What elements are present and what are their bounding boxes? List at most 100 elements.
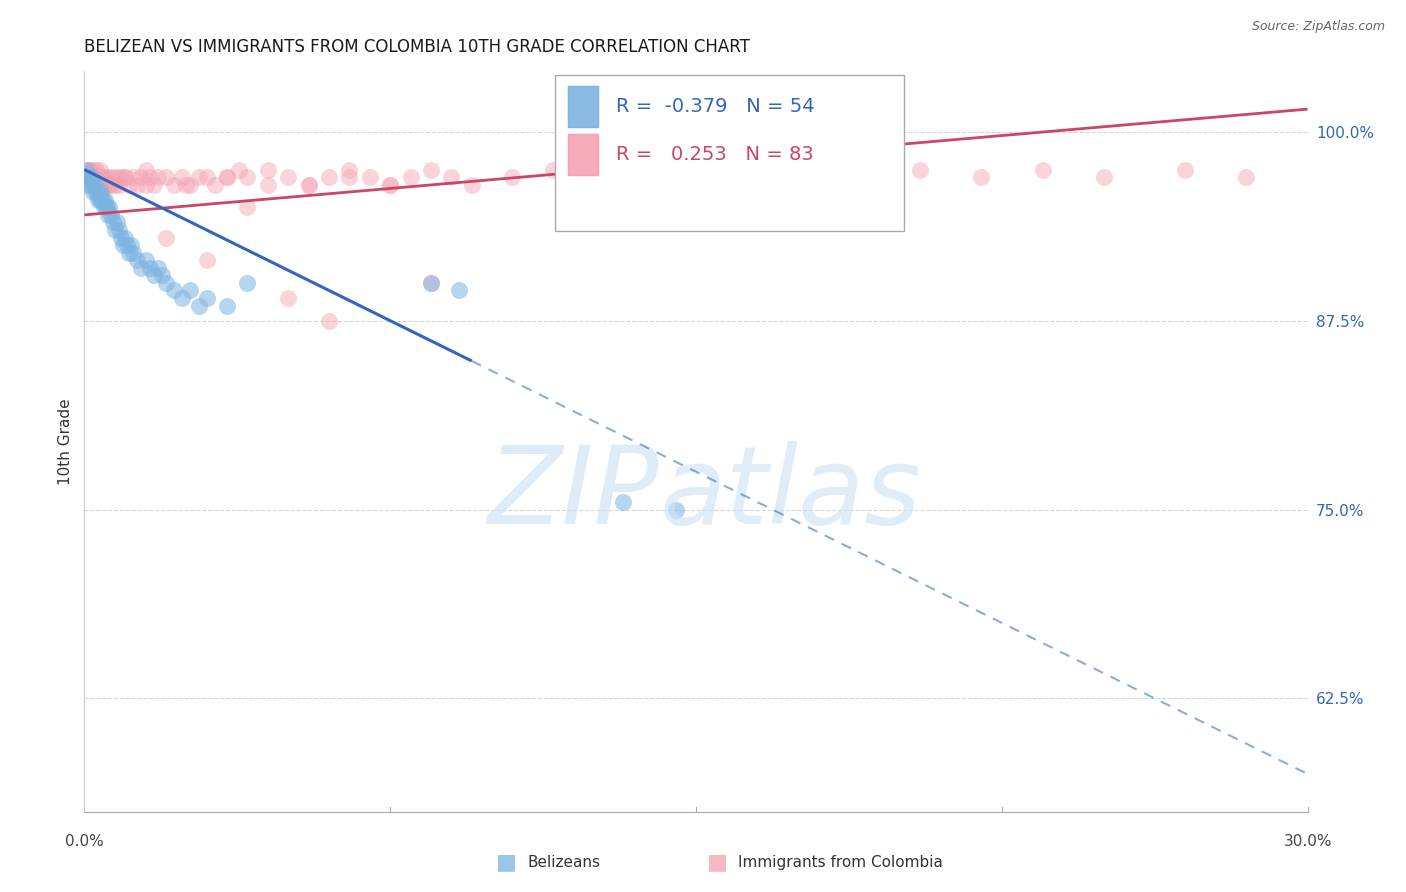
- Point: [217, 170, 239, 185]
- Point: [122, 245, 145, 260]
- Point: [90, 170, 112, 185]
- Point: [115, 238, 138, 252]
- Point: [82, 178, 104, 192]
- Point: [93, 193, 115, 207]
- Point: [97, 170, 120, 185]
- Point: [91, 193, 114, 207]
- Point: [146, 260, 169, 275]
- Text: 30.0%: 30.0%: [1284, 834, 1331, 849]
- Point: [104, 178, 127, 192]
- Point: [298, 178, 321, 192]
- Point: [399, 170, 422, 185]
- Point: [83, 170, 105, 185]
- Point: [318, 170, 340, 185]
- Point: [127, 178, 149, 192]
- Point: [236, 200, 259, 214]
- Point: [122, 170, 145, 185]
- Point: [96, 178, 118, 192]
- Point: [135, 253, 157, 268]
- Text: atlas: atlas: [659, 441, 921, 546]
- Point: [82, 170, 104, 185]
- Point: [112, 238, 135, 252]
- Point: [83, 178, 105, 192]
- Point: [204, 178, 226, 192]
- Point: [1032, 162, 1054, 177]
- Text: ■: ■: [707, 853, 727, 872]
- Bar: [568, 87, 598, 127]
- Point: [114, 170, 136, 185]
- Point: [135, 162, 157, 177]
- Point: [120, 238, 142, 252]
- Point: [100, 208, 122, 222]
- Point: [236, 170, 259, 185]
- Point: [97, 208, 120, 222]
- Point: [970, 170, 993, 185]
- Point: [359, 170, 381, 185]
- Point: [217, 299, 239, 313]
- Point: [110, 230, 132, 244]
- Text: R =   0.253   N = 83: R = 0.253 N = 83: [616, 145, 814, 164]
- Point: [172, 170, 194, 185]
- Point: [84, 186, 107, 200]
- Point: [380, 178, 402, 192]
- Point: [848, 170, 870, 185]
- Point: [86, 170, 108, 185]
- Point: [97, 200, 120, 214]
- Point: [449, 284, 471, 298]
- Point: [108, 223, 131, 237]
- Point: [228, 162, 250, 177]
- Point: [93, 178, 115, 192]
- Text: Immigrants from Colombia: Immigrants from Colombia: [738, 855, 943, 870]
- Point: [502, 170, 524, 185]
- Point: [236, 276, 259, 290]
- Point: [163, 178, 186, 192]
- Point: [217, 170, 239, 185]
- Point: [77, 170, 100, 185]
- Point: [461, 178, 484, 192]
- Point: [142, 268, 165, 283]
- Point: [277, 291, 299, 305]
- Point: [665, 178, 688, 192]
- Point: [114, 230, 136, 244]
- Point: [1174, 162, 1197, 177]
- Point: [82, 186, 104, 200]
- Point: [174, 178, 197, 192]
- Point: [787, 162, 810, 177]
- Point: [257, 178, 280, 192]
- Point: [110, 170, 132, 185]
- Point: [104, 223, 127, 237]
- Point: [420, 276, 443, 290]
- Point: [298, 178, 321, 192]
- Point: [131, 170, 153, 185]
- Point: [142, 178, 165, 192]
- Point: [155, 170, 177, 185]
- Point: [93, 200, 115, 214]
- Point: [420, 276, 443, 290]
- Point: [725, 170, 748, 185]
- Point: [603, 170, 626, 185]
- Text: ■: ■: [496, 853, 516, 872]
- Point: [138, 260, 160, 275]
- Point: [101, 215, 124, 229]
- Point: [179, 284, 201, 298]
- Point: [187, 299, 209, 313]
- Point: [77, 170, 100, 185]
- Text: 0.0%: 0.0%: [65, 834, 104, 849]
- Point: [131, 260, 153, 275]
- Point: [105, 170, 128, 185]
- Point: [90, 193, 112, 207]
- Point: [105, 215, 128, 229]
- Point: [339, 170, 361, 185]
- Point: [91, 170, 114, 185]
- Point: [75, 162, 97, 177]
- Point: [76, 170, 98, 185]
- Point: [420, 162, 443, 177]
- Point: [77, 178, 100, 192]
- Point: [80, 170, 103, 185]
- Point: [90, 186, 112, 200]
- Bar: [568, 135, 598, 175]
- Point: [543, 162, 565, 177]
- Point: [79, 162, 101, 177]
- Y-axis label: 10th Grade: 10th Grade: [58, 398, 73, 485]
- Point: [135, 178, 157, 192]
